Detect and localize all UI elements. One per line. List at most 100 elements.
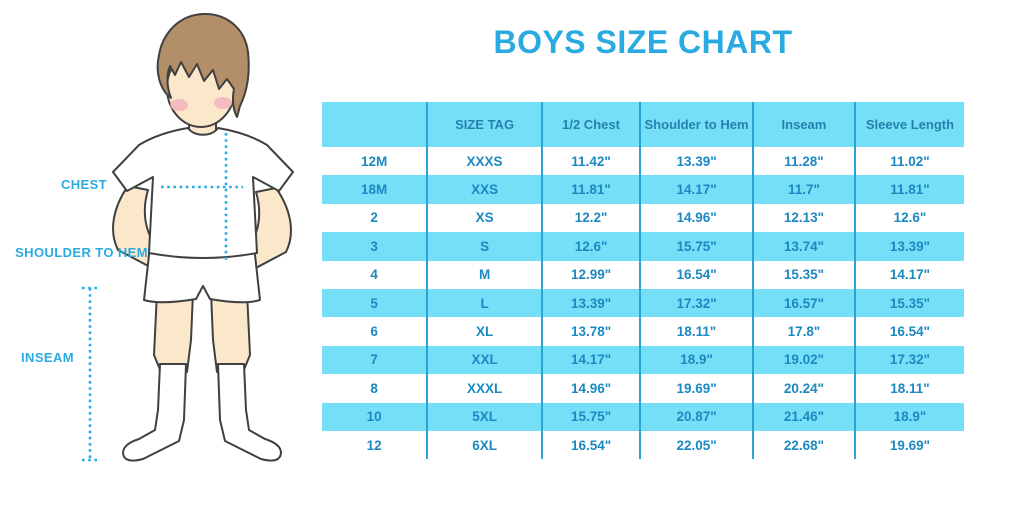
cell: 18M: [322, 175, 429, 204]
table-row: 5 L 13.39" 17.32" 16.57" 15.35": [322, 288, 964, 318]
cell: 14.96": [640, 203, 754, 233]
left-leg-shape: [153, 291, 194, 373]
cell: 12.6": [893, 210, 927, 226]
column-header: Inseam: [752, 102, 856, 147]
cell: 12.2": [541, 203, 642, 233]
cell: 13.78": [541, 317, 642, 346]
right-leg-shape: [210, 291, 251, 373]
page-title: BOYS SIZE CHART: [493, 24, 793, 60]
cell: 11.28": [752, 147, 856, 176]
cell: 22.05": [640, 430, 754, 460]
cell: XS: [427, 203, 543, 233]
cell: 8: [322, 374, 429, 403]
cell: XXL: [427, 345, 543, 375]
boy-measurement-diagram: CHEST SHOULDER TO HEM INSEAM: [0, 0, 320, 480]
table-row: 12M XXXS 11.42" 13.39" 11.28" 11.02": [322, 147, 964, 176]
column-header: SIZE TAG: [427, 102, 543, 147]
right-sock-shape: [217, 363, 282, 462]
column-header: Sleeve Length: [854, 102, 964, 147]
cell: 20.87": [640, 402, 754, 431]
cell: 19.69": [889, 437, 931, 453]
cell: 17.8": [752, 317, 856, 346]
cell: 11.7": [752, 175, 856, 204]
cell: 16.54": [541, 430, 642, 460]
cell: 15.35": [752, 260, 856, 289]
cell: XL: [427, 317, 543, 346]
column-header: 1/2 Chest: [541, 102, 642, 147]
inseam-label: INSEAM: [21, 350, 74, 365]
table-row: 4 M 12.99" 16.54" 15.35" 14.17": [322, 260, 964, 289]
cell: 19.69": [640, 374, 754, 403]
column-header: [322, 102, 429, 147]
right-cheek: [214, 97, 232, 109]
table-header: SIZE TAG 1/2 Chest Shoulder to Hem Inseam Sl…: [322, 102, 964, 147]
hair-shape: [156, 12, 250, 118]
cell: 12M: [322, 147, 429, 176]
cell: 15.75": [640, 232, 754, 261]
cell: 16.54": [640, 260, 754, 289]
cell: L: [427, 288, 543, 318]
table-row: 2 XS 12.2" 14.96" 12.13" 12.6": [322, 203, 964, 233]
table-row: 3 S 12.6" 15.75" 13.74" 13.39": [322, 232, 964, 261]
cell: 15.35": [889, 295, 931, 311]
cell: 21.46": [752, 402, 856, 431]
left-cheek: [170, 99, 188, 111]
cell: 14.96": [541, 374, 642, 403]
cell: 14.17": [889, 267, 931, 283]
shoulder-to-hem-label: SHOULDER TO HEM: [15, 245, 148, 260]
cell: XXS: [427, 175, 543, 204]
cell: XXXL: [427, 374, 543, 403]
cell: 6: [322, 317, 429, 346]
cell: 2: [322, 203, 429, 233]
cell: 12.13": [752, 203, 856, 233]
table-row: 12 6XL 16.54" 22.05" 22.68" 19.69": [322, 430, 964, 460]
cell: 10: [322, 402, 429, 431]
cell: 18.9": [893, 409, 927, 425]
cell: 16.57": [752, 288, 856, 318]
cell: 18.11": [640, 317, 754, 346]
cell: 13.39": [541, 288, 642, 318]
table-row: 6 XL 13.78" 18.11" 17.8" 16.54": [322, 317, 964, 346]
cell: 12.6": [541, 232, 642, 261]
table-row: 7 XXL 14.17" 18.9" 19.02" 17.32": [322, 345, 964, 375]
cell: 14.17": [541, 345, 642, 375]
cell: 3: [322, 232, 429, 261]
cell: 19.02": [752, 345, 856, 375]
cell: 15.75": [541, 402, 642, 431]
cell: 12: [322, 430, 429, 460]
table-row: 10 5XL 15.75" 20.87" 21.46" 18.9": [322, 402, 964, 431]
cell: 17.32": [640, 288, 754, 318]
cell: 11.42": [541, 147, 642, 176]
column-header: Shoulder to Hem: [640, 102, 754, 147]
cell: 5: [322, 288, 429, 318]
cell: 16.54": [889, 324, 931, 340]
cell: 5XL: [427, 402, 543, 431]
left-sock-shape: [122, 363, 187, 462]
table-body: 12M XXXS 11.42" 13.39" 11.28" 11.02" 18M XXS 11.…: [322, 147, 964, 460]
cell: 13.39": [640, 147, 754, 176]
table-row: 18M XXS 11.81" 14.17" 11.7" 11.81": [322, 175, 964, 204]
cell: 17.32": [889, 352, 931, 368]
chest-label: CHEST: [60, 177, 107, 192]
cell: 12.99": [541, 260, 642, 289]
cell: 14.17": [640, 175, 754, 204]
size-chart-table: SIZE TAG 1/2 Chest Shoulder to Hem Inseam Sl…: [322, 102, 964, 460]
cell: S: [427, 232, 543, 261]
cell: 20.24": [752, 374, 856, 403]
cell: 18.11": [890, 380, 930, 396]
cell: 11.81": [541, 175, 642, 204]
cell: XXXS: [427, 147, 543, 176]
cell: 18.9": [640, 345, 754, 375]
tshirt-shape: [112, 127, 294, 259]
cell: 11.81": [890, 182, 930, 198]
cell: 6XL: [427, 430, 543, 460]
cell: 4: [322, 260, 429, 289]
cell: M: [427, 260, 543, 289]
cell: 13.39": [889, 238, 931, 254]
header-row: SIZE TAG 1/2 Chest Shoulder to Hem Inseam Sl…: [322, 102, 964, 147]
table-row: 8 XXXL 14.96" 19.69" 20.24" 18.11": [322, 374, 964, 403]
cell: 22.68": [752, 430, 856, 460]
cell: 13.74": [752, 232, 856, 261]
shorts-shape: [143, 245, 261, 304]
